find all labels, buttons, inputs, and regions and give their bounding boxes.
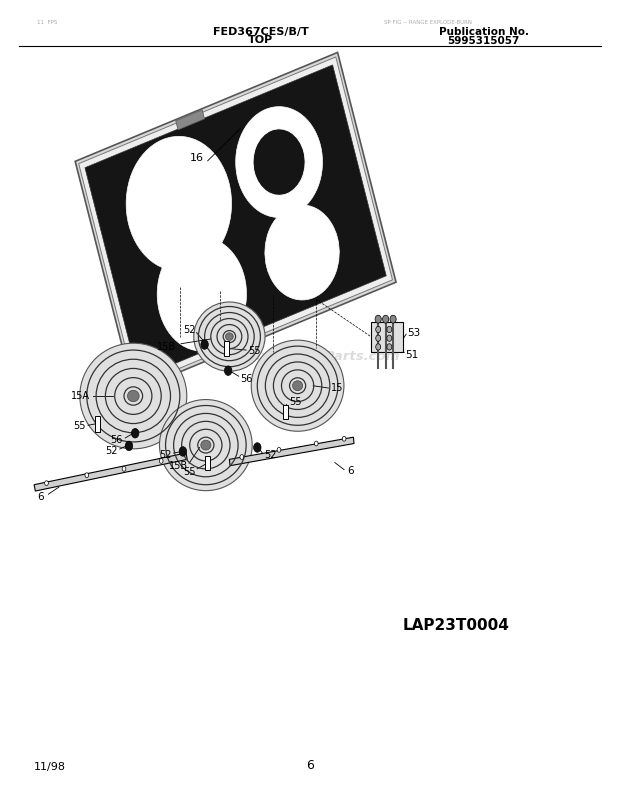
Text: 15: 15 bbox=[330, 383, 343, 393]
Text: 55: 55 bbox=[183, 467, 195, 477]
Circle shape bbox=[376, 344, 381, 350]
Polygon shape bbox=[75, 52, 396, 391]
Text: 55: 55 bbox=[289, 398, 301, 407]
Circle shape bbox=[383, 315, 389, 323]
Text: 52: 52 bbox=[183, 326, 195, 335]
Bar bbox=[205, 456, 210, 470]
Text: 52: 52 bbox=[105, 447, 117, 456]
Text: Publication No.: Publication No. bbox=[438, 27, 529, 37]
Text: FED367CES/B/T: FED367CES/B/T bbox=[213, 27, 308, 37]
Text: 15B: 15B bbox=[169, 461, 188, 470]
Text: 15A: 15A bbox=[71, 391, 90, 401]
Bar bbox=[224, 341, 229, 356]
Text: 56: 56 bbox=[241, 374, 253, 383]
Circle shape bbox=[159, 459, 163, 463]
Polygon shape bbox=[229, 437, 354, 466]
Circle shape bbox=[224, 366, 232, 375]
Circle shape bbox=[201, 340, 208, 349]
Ellipse shape bbox=[80, 343, 187, 449]
Ellipse shape bbox=[251, 341, 344, 432]
Text: 56: 56 bbox=[110, 436, 123, 445]
Text: 16: 16 bbox=[190, 154, 204, 163]
Circle shape bbox=[387, 335, 392, 341]
Circle shape bbox=[342, 436, 346, 441]
Circle shape bbox=[45, 481, 48, 485]
Circle shape bbox=[376, 326, 381, 333]
Text: 5995315057: 5995315057 bbox=[448, 36, 520, 46]
Circle shape bbox=[254, 443, 261, 452]
Text: TOP: TOP bbox=[248, 35, 273, 45]
Bar bbox=[95, 416, 100, 432]
Text: 52: 52 bbox=[159, 450, 172, 459]
Circle shape bbox=[390, 315, 396, 323]
Text: 6: 6 bbox=[37, 493, 43, 502]
Circle shape bbox=[387, 344, 392, 350]
Circle shape bbox=[375, 315, 381, 323]
Ellipse shape bbox=[253, 129, 305, 196]
Bar bbox=[371, 322, 403, 352]
Polygon shape bbox=[34, 453, 187, 491]
Text: 53: 53 bbox=[407, 328, 421, 337]
Circle shape bbox=[314, 441, 318, 446]
Circle shape bbox=[240, 455, 244, 459]
Text: 51: 51 bbox=[405, 350, 419, 360]
Ellipse shape bbox=[293, 381, 303, 390]
Ellipse shape bbox=[265, 205, 339, 300]
Ellipse shape bbox=[236, 107, 322, 218]
Text: 15B: 15B bbox=[157, 342, 175, 352]
Text: 55: 55 bbox=[73, 421, 86, 431]
Circle shape bbox=[122, 466, 126, 471]
Text: 52: 52 bbox=[264, 450, 277, 459]
Polygon shape bbox=[85, 65, 386, 379]
Ellipse shape bbox=[157, 237, 247, 351]
Circle shape bbox=[277, 447, 281, 452]
Ellipse shape bbox=[126, 136, 231, 271]
Text: 11  FPS: 11 FPS bbox=[37, 20, 58, 25]
Ellipse shape bbox=[201, 440, 211, 450]
Text: 11/98: 11/98 bbox=[33, 762, 66, 772]
Ellipse shape bbox=[193, 302, 265, 371]
Ellipse shape bbox=[159, 400, 252, 490]
Circle shape bbox=[387, 326, 392, 333]
Circle shape bbox=[376, 335, 381, 341]
Text: 6: 6 bbox=[306, 760, 314, 772]
Text: 6: 6 bbox=[347, 466, 353, 476]
Ellipse shape bbox=[128, 390, 139, 402]
Circle shape bbox=[131, 428, 139, 438]
Polygon shape bbox=[175, 110, 205, 130]
Circle shape bbox=[125, 441, 133, 451]
Polygon shape bbox=[79, 57, 392, 386]
Circle shape bbox=[179, 447, 187, 456]
Ellipse shape bbox=[226, 333, 233, 341]
Bar bbox=[283, 405, 288, 419]
Text: eReplacementParts.com: eReplacementParts.com bbox=[220, 350, 400, 363]
Text: SP FIG -- RANGE EXPLODE-BURN: SP FIG -- RANGE EXPLODE-BURN bbox=[384, 20, 472, 25]
Text: 55: 55 bbox=[248, 346, 260, 356]
Text: LAP23T0004: LAP23T0004 bbox=[403, 619, 510, 633]
Circle shape bbox=[85, 473, 89, 478]
